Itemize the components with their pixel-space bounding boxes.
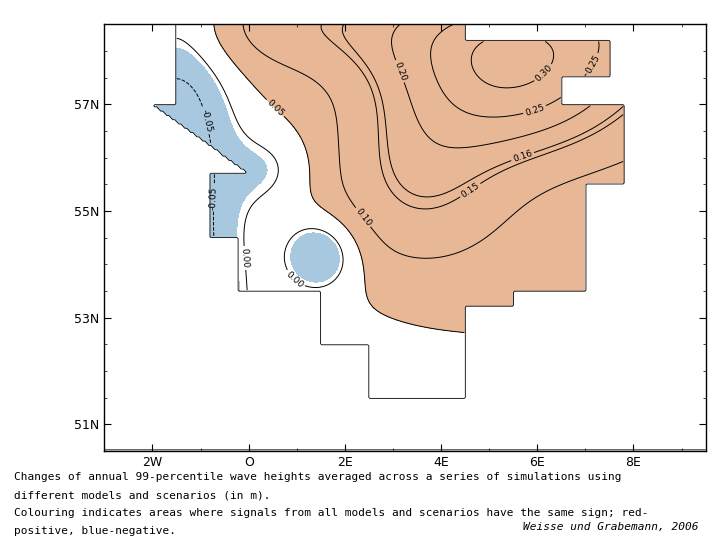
Text: -0.05: -0.05	[199, 109, 213, 133]
Text: 0.20: 0.20	[392, 60, 408, 82]
Text: 0.25: 0.25	[523, 103, 546, 118]
Text: Colouring indicates areas where signals from all models and scenarios have the s: Colouring indicates areas where signals …	[14, 508, 649, 518]
Text: Changes of annual 99-percentile wave heights averaged across a series of simulat: Changes of annual 99-percentile wave hei…	[14, 472, 622, 483]
Text: 0.00: 0.00	[240, 248, 250, 268]
Text: 0.16: 0.16	[512, 149, 534, 164]
Text: 0.15: 0.15	[459, 181, 481, 200]
Text: -0.05: -0.05	[209, 186, 219, 210]
Text: 0.10: 0.10	[354, 206, 373, 228]
Text: 0.05: 0.05	[265, 98, 286, 118]
Text: 0.25: 0.25	[584, 53, 602, 75]
Text: 0.30: 0.30	[534, 63, 554, 84]
Text: different models and scenarios (in m).: different models and scenarios (in m).	[14, 490, 271, 501]
Text: 0.00: 0.00	[284, 269, 305, 289]
Text: Weisse und Grabemann, 2006: Weisse und Grabemann, 2006	[523, 522, 698, 532]
Text: positive, blue-negative.: positive, blue-negative.	[14, 526, 176, 536]
